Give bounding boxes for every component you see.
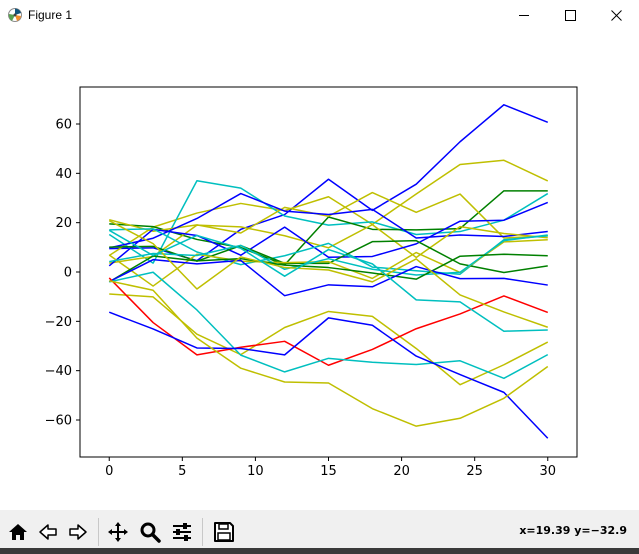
y-tick-label: −20 [45, 315, 72, 330]
x-axis: 0 5 10 15 20 25 30 [105, 457, 556, 479]
series-line-17 [109, 271, 549, 380]
minimize-icon [518, 14, 529, 16]
x-tick-label: 5 [178, 464, 186, 479]
x-tick-label: 20 [393, 464, 410, 479]
series-line-19 [109, 280, 549, 427]
minimize-button[interactable] [501, 0, 547, 30]
maximize-icon [564, 9, 576, 21]
series-line-13 [108, 253, 548, 283]
series-line-5 [109, 191, 548, 239]
series-line-16 [108, 277, 549, 366]
series-line-10 [109, 239, 548, 274]
bottom-strip [0, 548, 639, 554]
home-button[interactable] [4, 518, 32, 546]
zoom-button[interactable] [136, 518, 164, 546]
series-line-21 [108, 229, 548, 332]
zoom-icon [140, 522, 161, 543]
y-tick-label: −60 [45, 414, 72, 429]
figure-canvas[interactable]: 0 5 10 15 20 25 30 −60 −40 −20 0 20 40 60 [0, 30, 639, 510]
navigation-toolbar [0, 510, 639, 554]
y-tick-label: 40 [55, 167, 72, 182]
series-line-18 [108, 311, 549, 439]
series-line-6 [109, 192, 548, 249]
series-line-8 [108, 201, 549, 267]
configure-subplots-icon [173, 523, 191, 541]
x-tick-label: 10 [247, 464, 264, 479]
y-axis: −60 −40 −20 0 20 40 60 [45, 118, 80, 429]
matplotlib-icon [8, 8, 22, 22]
back-icon [39, 524, 57, 540]
series-line-1 [109, 104, 549, 262]
series-lines [108, 104, 549, 439]
x-tick-label: 0 [105, 464, 113, 479]
y-tick-label: 20 [55, 216, 72, 231]
series-line-7 [109, 223, 548, 264]
back-button[interactable] [34, 518, 62, 546]
save-icon [214, 522, 234, 542]
title-bar[interactable]: Figure 1 [0, 0, 639, 30]
toolbar-separator [98, 518, 99, 546]
close-button[interactable] [593, 0, 639, 30]
series-line-2 [108, 159, 549, 257]
pan-icon [108, 522, 128, 542]
x-tick-label: 15 [320, 464, 337, 479]
series-line-12 [109, 234, 548, 276]
x-tick-label: 25 [466, 464, 483, 479]
forward-button[interactable] [64, 518, 92, 546]
configure-subplots-button[interactable] [168, 518, 196, 546]
close-icon [610, 9, 622, 21]
save-button[interactable] [210, 518, 238, 546]
line-chart[interactable]: 0 5 10 15 20 25 30 −60 −40 −20 0 20 40 60 [0, 30, 639, 510]
maximize-button[interactable] [547, 0, 593, 30]
pan-button[interactable] [104, 518, 132, 546]
y-tick-label: 60 [55, 118, 72, 133]
x-tick-label: 30 [539, 464, 556, 479]
toolbar-separator [202, 518, 203, 546]
window-title: Figure 1 [28, 8, 73, 22]
series-line-20 [108, 220, 549, 328]
y-tick-label: 0 [64, 266, 72, 281]
home-icon [9, 524, 27, 540]
series-line-14 [108, 258, 548, 297]
series-line-3 [108, 179, 549, 264]
cursor-coordinates: x=19.39 y=−32.9 [519, 524, 627, 537]
y-tick-label: −40 [45, 364, 72, 379]
forward-icon [69, 524, 87, 540]
